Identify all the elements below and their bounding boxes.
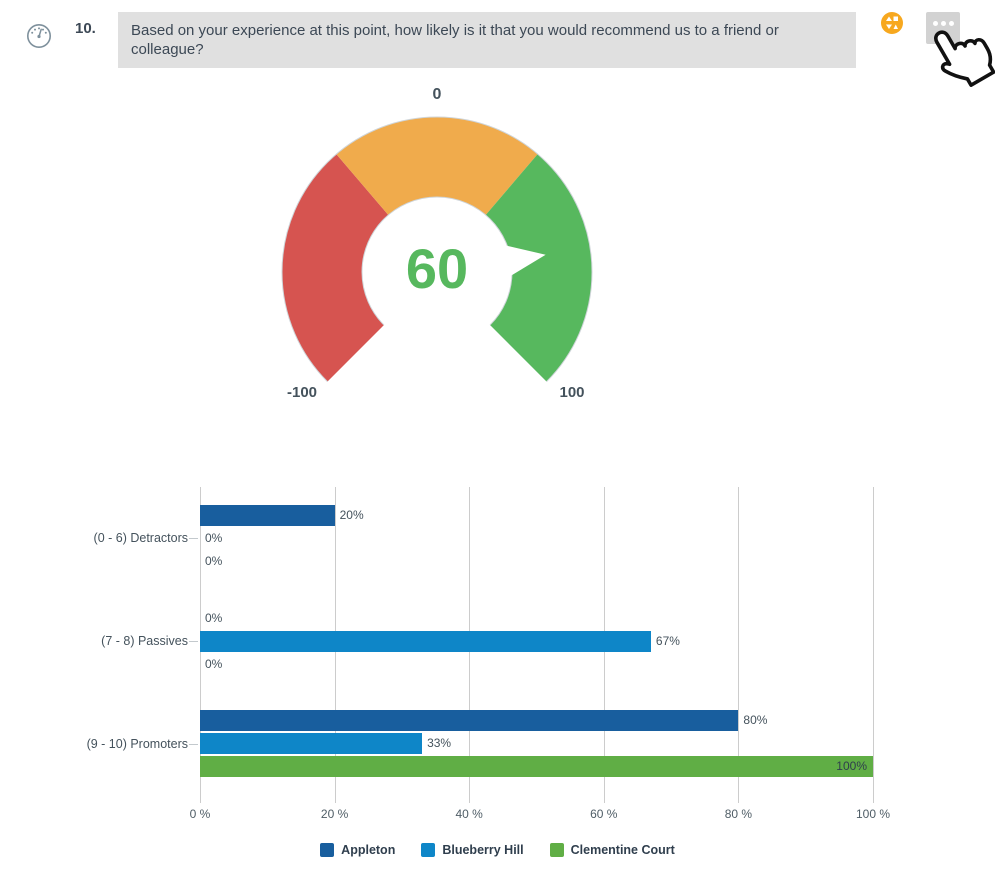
category-label: (9 - 10) Promoters — [86, 736, 188, 751]
legend-swatch — [549, 843, 564, 857]
gauge-icon — [27, 24, 51, 48]
gauge-outer-edge — [281, 116, 593, 382]
nps-breakdown-bar-chart: 0 % 20 % 40 % 60 % 80 % 100 % (0 - 6) Detracto… — [87, 487, 890, 821]
x-axis-tick-label: 0 % — [189, 807, 211, 821]
category-tick — [189, 641, 198, 642]
bar-value-label: 0% — [205, 656, 223, 671]
ellipsis-icon — [932, 21, 938, 26]
chart-legend: Appleton Blueberry Hill Clementine Court — [0, 843, 995, 857]
bar-blueberry-hill[interactable] — [200, 733, 423, 755]
question-number: 10. — [75, 20, 96, 37]
category-label: (0 - 6) Detractors — [93, 531, 188, 546]
gauge-segment-0 — [282, 154, 389, 382]
bar-appleton[interactable] — [200, 710, 739, 732]
bar-value-label: 100% — [836, 759, 867, 774]
category-tick — [189, 538, 198, 540]
legend-item-blueberry-hill[interactable]: Blueberry Hill — [421, 843, 524, 857]
legend-item-appleton[interactable]: Appleton — [320, 843, 395, 857]
gauge-label-zero: 0 — [433, 86, 442, 103]
bar-blueberry-hill[interactable] — [200, 630, 651, 652]
legend-swatch — [320, 843, 335, 857]
bar-value-label: 20% — [339, 507, 364, 522]
bar-value-label: 33% — [427, 736, 452, 751]
legend-swatch — [421, 843, 436, 857]
gauge-value: 60 — [406, 237, 468, 300]
more-options-button[interactable] — [926, 12, 960, 44]
legend-item-clementine-court[interactable]: Clementine Court — [549, 843, 675, 857]
bar-appleton[interactable] — [200, 504, 335, 526]
legend-label: Appleton — [341, 843, 396, 857]
gauge-segment-2 — [485, 154, 592, 382]
bar-clementine-court[interactable] — [200, 756, 873, 778]
nps-gauge-chart: 0 -100 100 60 — [277, 80, 597, 410]
category-label: (7 - 8) Passives — [101, 634, 188, 648]
legend-label: Blueberry Hill — [442, 843, 524, 857]
bar-value-label: 80% — [743, 713, 768, 728]
category-tick — [189, 743, 198, 745]
x-axis-tick-label: 60 % — [590, 807, 618, 821]
gauge-segment-1 — [336, 117, 538, 215]
gauge-label-max: 100 — [559, 384, 584, 401]
nps-gauge-svg: 0 -100 100 60 — [281, 86, 593, 401]
x-axis-tick-label: 20 % — [320, 807, 349, 821]
gridline — [738, 487, 740, 803]
question-text[interactable]: Based on your experience at this point, … — [118, 12, 856, 68]
bar-value-label: 0% — [205, 530, 223, 545]
bar-value-label: 0% — [205, 553, 223, 568]
insights-button[interactable] — [881, 12, 903, 34]
gauge-label-min: -100 — [287, 384, 317, 401]
insights-icon — [886, 16, 898, 29]
bar-value-label: 67% — [655, 633, 680, 648]
bar-value-label: 0% — [205, 610, 223, 625]
legend-label: Clementine Court — [570, 843, 675, 857]
x-axis-tick-label: 40 % — [455, 807, 483, 821]
x-axis-tick-label: 80 % — [724, 807, 753, 821]
gauge-inner-edge — [361, 196, 513, 326]
gridline — [873, 487, 874, 803]
x-axis-tick-label: 100 % — [855, 807, 891, 821]
gauge-pointer — [503, 245, 546, 278]
